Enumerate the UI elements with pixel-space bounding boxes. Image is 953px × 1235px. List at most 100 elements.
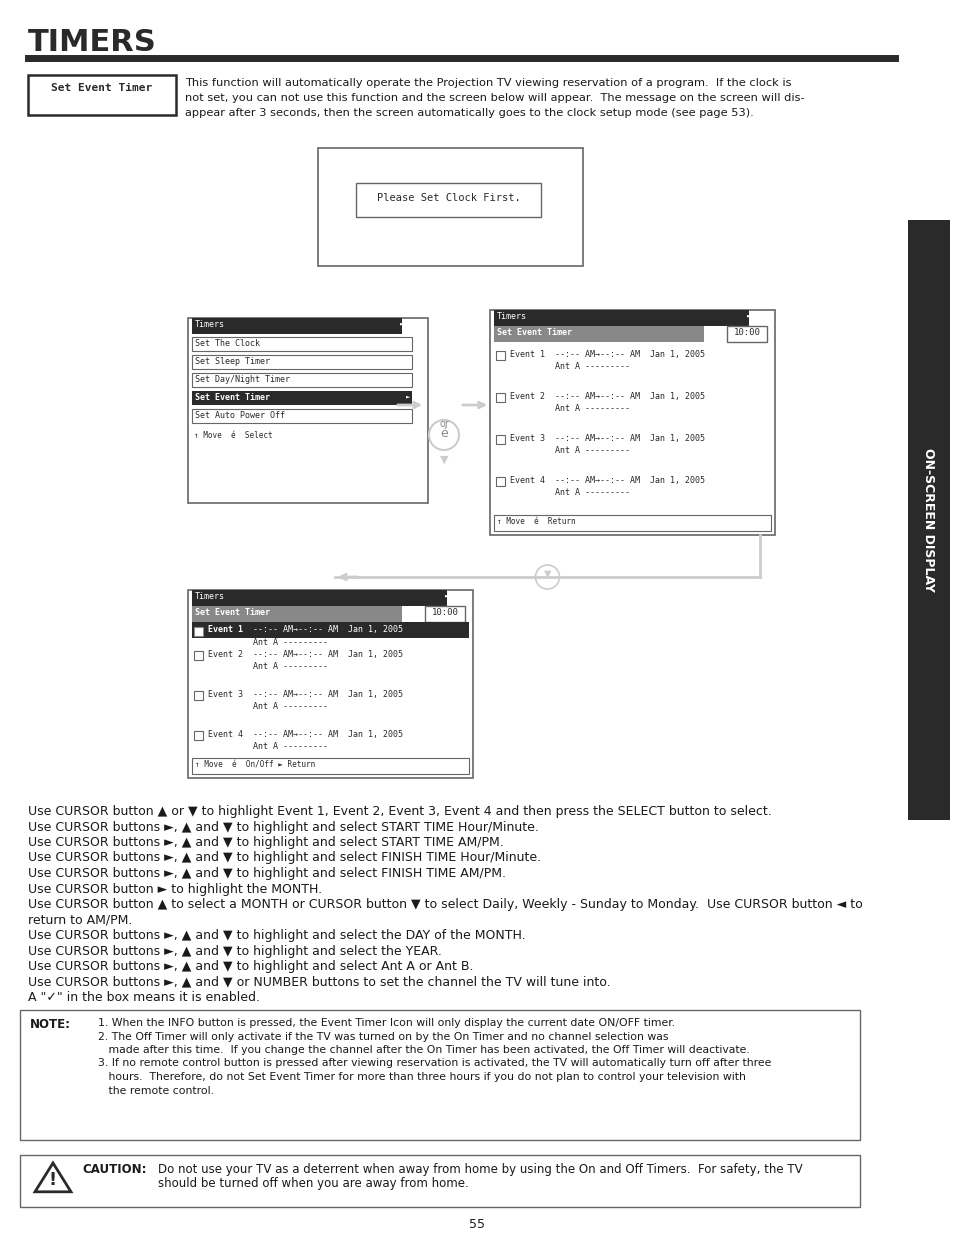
Text: not set, you can not use this function and the screen below will appear.  The me: not set, you can not use this function a… bbox=[185, 93, 803, 103]
Text: TIMERS: TIMERS bbox=[28, 28, 156, 57]
FancyBboxPatch shape bbox=[192, 622, 469, 638]
Text: 10:00: 10:00 bbox=[733, 329, 760, 337]
FancyBboxPatch shape bbox=[192, 758, 469, 774]
Text: NOTE:: NOTE: bbox=[30, 1018, 71, 1031]
Text: ↑ Move  é  Select: ↑ Move é Select bbox=[193, 431, 273, 440]
FancyBboxPatch shape bbox=[193, 651, 203, 659]
Text: Ant A ---------: Ant A --------- bbox=[555, 362, 629, 370]
FancyBboxPatch shape bbox=[188, 590, 473, 778]
Text: should be turned off when you are away from home.: should be turned off when you are away f… bbox=[158, 1177, 468, 1191]
Text: ▼: ▼ bbox=[543, 569, 551, 579]
Text: --:-- AM→--:-- AM  Jan 1, 2005: --:-- AM→--:-- AM Jan 1, 2005 bbox=[555, 391, 704, 401]
FancyBboxPatch shape bbox=[192, 590, 447, 606]
FancyBboxPatch shape bbox=[496, 435, 504, 445]
Text: ►: ► bbox=[746, 312, 750, 317]
Text: Event 4: Event 4 bbox=[510, 475, 544, 485]
Text: Use CURSOR button ► to highlight the MONTH.: Use CURSOR button ► to highlight the MON… bbox=[28, 883, 322, 895]
Text: Use CURSOR buttons ►, ▲ and ▼ or NUMBER buttons to set the channel the TV will t: Use CURSOR buttons ►, ▲ and ▼ or NUMBER … bbox=[28, 976, 610, 988]
Text: Use CURSOR button ▲ or ▼ to highlight Event 1, Event 2, Event 3, Event 4 and the: Use CURSOR button ▲ or ▼ to highlight Ev… bbox=[28, 805, 771, 818]
Text: appear after 3 seconds, then the screen automatically goes to the clock setup mo: appear after 3 seconds, then the screen … bbox=[185, 107, 753, 119]
Text: Ant A ---------: Ant A --------- bbox=[253, 701, 328, 711]
Text: Use CURSOR buttons ►, ▲ and ▼ to highlight and select the YEAR.: Use CURSOR buttons ►, ▲ and ▼ to highlig… bbox=[28, 945, 441, 957]
Text: Ant A ---------: Ant A --------- bbox=[253, 662, 328, 671]
Text: Set Event Timer: Set Event Timer bbox=[497, 329, 572, 337]
FancyBboxPatch shape bbox=[490, 310, 774, 535]
Text: This function will automatically operate the Projection TV viewing reservation o: This function will automatically operate… bbox=[185, 78, 791, 88]
Text: --:-- AM→--:-- AM  Jan 1, 2005: --:-- AM→--:-- AM Jan 1, 2005 bbox=[253, 650, 402, 659]
FancyBboxPatch shape bbox=[188, 317, 428, 503]
FancyBboxPatch shape bbox=[726, 326, 766, 342]
Text: made after this time.  If you change the channel after the On Timer has been act: made after this time. If you change the … bbox=[98, 1045, 749, 1055]
Text: Use CURSOR buttons ►, ▲ and ▼ to highlight and select START TIME Hour/Minute.: Use CURSOR buttons ►, ▲ and ▼ to highlig… bbox=[28, 820, 538, 834]
Text: ON-SCREEN DISPLAY: ON-SCREEN DISPLAY bbox=[922, 448, 935, 592]
Text: Event 3: Event 3 bbox=[208, 690, 243, 699]
FancyBboxPatch shape bbox=[496, 351, 504, 359]
FancyBboxPatch shape bbox=[494, 310, 748, 326]
FancyBboxPatch shape bbox=[494, 515, 770, 531]
FancyBboxPatch shape bbox=[28, 75, 175, 115]
Text: --:-- AM→--:-- AM  Jan 1, 2005: --:-- AM→--:-- AM Jan 1, 2005 bbox=[253, 690, 402, 699]
Text: 2. The Off Timer will only activate if the TV was turned on by the On Timer and : 2. The Off Timer will only activate if t… bbox=[98, 1031, 668, 1041]
FancyBboxPatch shape bbox=[907, 220, 949, 820]
Text: Set Day/Night Timer: Set Day/Night Timer bbox=[194, 375, 290, 384]
Text: ►: ► bbox=[444, 592, 449, 598]
Text: Set Event Timer: Set Event Timer bbox=[194, 608, 270, 618]
Text: Ant A ---------: Ant A --------- bbox=[555, 404, 629, 412]
Text: Event 2: Event 2 bbox=[208, 650, 243, 659]
Text: CAUTION:: CAUTION: bbox=[82, 1163, 147, 1176]
Text: ▼: ▼ bbox=[439, 454, 448, 466]
Text: Ant A ---------: Ant A --------- bbox=[555, 446, 629, 454]
FancyBboxPatch shape bbox=[192, 373, 412, 387]
FancyBboxPatch shape bbox=[496, 477, 504, 487]
Text: Ant A ---------: Ant A --------- bbox=[555, 488, 629, 496]
Text: ↑ Move  é  Return: ↑ Move é Return bbox=[497, 517, 575, 526]
Text: Set Event Timer: Set Event Timer bbox=[194, 393, 270, 403]
Text: Use CURSOR buttons ►, ▲ and ▼ to highlight and select FINISH TIME Hour/Minute.: Use CURSOR buttons ►, ▲ and ▼ to highlig… bbox=[28, 851, 540, 864]
FancyBboxPatch shape bbox=[496, 393, 504, 403]
FancyBboxPatch shape bbox=[192, 391, 412, 405]
FancyBboxPatch shape bbox=[424, 606, 464, 622]
FancyBboxPatch shape bbox=[192, 317, 401, 333]
Text: Event 1: Event 1 bbox=[510, 350, 544, 359]
FancyBboxPatch shape bbox=[20, 1155, 859, 1207]
FancyBboxPatch shape bbox=[355, 183, 540, 217]
Text: 55: 55 bbox=[469, 1218, 484, 1231]
Text: Set Auto Power Off: Set Auto Power Off bbox=[194, 411, 285, 420]
Text: Ant A ---------: Ant A --------- bbox=[253, 742, 328, 751]
Text: Event 4: Event 4 bbox=[208, 730, 243, 739]
Text: 10:00: 10:00 bbox=[431, 608, 458, 618]
Text: Event 2: Event 2 bbox=[510, 391, 544, 401]
Text: A "✓" in the box means it is enabled.: A "✓" in the box means it is enabled. bbox=[28, 990, 260, 1004]
Text: Set Event Timer: Set Event Timer bbox=[51, 83, 152, 93]
Text: Set Sleep Timer: Set Sleep Timer bbox=[194, 357, 270, 366]
Text: --:-- AM→--:-- AM  Jan 1, 2005: --:-- AM→--:-- AM Jan 1, 2005 bbox=[555, 350, 704, 359]
Text: return to AM/PM.: return to AM/PM. bbox=[28, 914, 132, 926]
Text: Use CURSOR button ▲ to select a MONTH or CURSOR button ▼ to select Daily, Weekly: Use CURSOR button ▲ to select a MONTH or… bbox=[28, 898, 862, 911]
FancyBboxPatch shape bbox=[317, 148, 582, 266]
FancyBboxPatch shape bbox=[192, 606, 401, 622]
FancyBboxPatch shape bbox=[193, 627, 203, 636]
Text: Do not use your TV as a deterrent when away from home by using the On and Off Ti: Do not use your TV as a deterrent when a… bbox=[158, 1163, 801, 1176]
Text: 3. If no remote control button is pressed after viewing reservation is activated: 3. If no remote control button is presse… bbox=[98, 1058, 771, 1068]
Text: Set The Clock: Set The Clock bbox=[194, 338, 260, 348]
FancyBboxPatch shape bbox=[192, 354, 412, 369]
Text: Timers: Timers bbox=[497, 312, 526, 321]
FancyBboxPatch shape bbox=[20, 1010, 859, 1140]
Text: 1. When the INFO button is pressed, the Event Timer Icon will only display the c: 1. When the INFO button is pressed, the … bbox=[98, 1018, 675, 1028]
Text: ↑ Move  é  On/Off ► Return: ↑ Move é On/Off ► Return bbox=[194, 760, 314, 769]
Text: Use CURSOR buttons ►, ▲ and ▼ to highlight and select Ant A or Ant B.: Use CURSOR buttons ►, ▲ and ▼ to highlig… bbox=[28, 960, 473, 973]
Text: --:-- AM→--:-- AM  Jan 1, 2005: --:-- AM→--:-- AM Jan 1, 2005 bbox=[555, 433, 704, 443]
Text: Please Set Clock First.: Please Set Clock First. bbox=[376, 193, 519, 203]
Polygon shape bbox=[35, 1163, 71, 1192]
Text: é: é bbox=[439, 427, 447, 440]
FancyBboxPatch shape bbox=[192, 337, 412, 351]
Text: Timers: Timers bbox=[194, 592, 225, 601]
Text: Ant A ---------: Ant A --------- bbox=[253, 638, 328, 647]
Text: Event 3: Event 3 bbox=[510, 433, 544, 443]
Text: Use CURSOR buttons ►, ▲ and ▼ to highlight and select START TIME AM/PM.: Use CURSOR buttons ►, ▲ and ▼ to highlig… bbox=[28, 836, 503, 848]
Text: --:-- AM→--:-- AM  Jan 1, 2005: --:-- AM→--:-- AM Jan 1, 2005 bbox=[253, 625, 402, 634]
Text: --:-- AM→--:-- AM  Jan 1, 2005: --:-- AM→--:-- AM Jan 1, 2005 bbox=[253, 730, 402, 739]
Text: ►: ► bbox=[406, 393, 410, 399]
Text: Use CURSOR buttons ►, ▲ and ▼ to highlight and select the DAY of the MONTH.: Use CURSOR buttons ►, ▲ and ▼ to highlig… bbox=[28, 929, 525, 942]
Text: ►: ► bbox=[399, 320, 404, 326]
